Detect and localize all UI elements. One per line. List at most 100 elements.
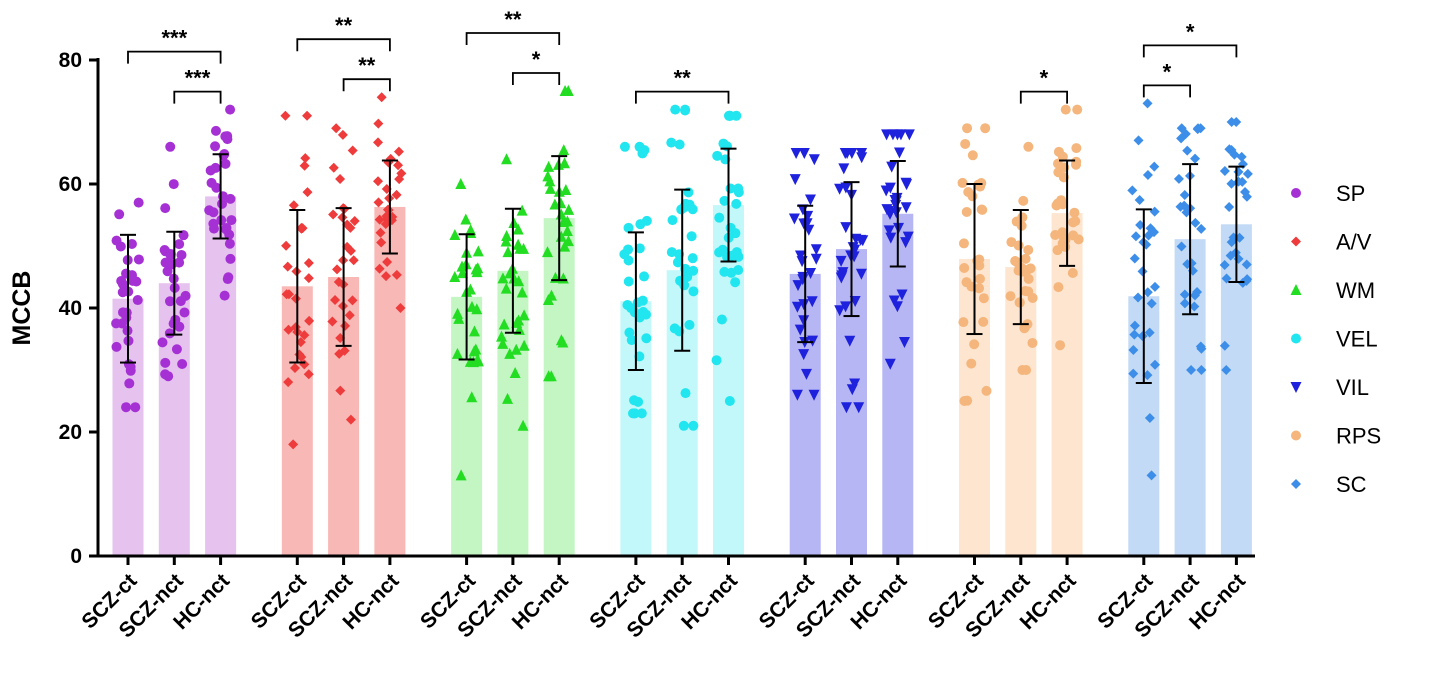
data-point-VIL-SCZ-nct	[839, 148, 851, 159]
data-point-RPS-SCZ-ct	[962, 395, 973, 406]
y-tick-label-40: 40	[59, 297, 82, 320]
data-point-VIL-SCZ-nct	[840, 222, 852, 234]
data-point-VIL-SCZ-ct	[791, 301, 803, 313]
data-point-SC-SCZ-nct	[1179, 289, 1190, 300]
data-point-RPS-SCZ-ct	[958, 317, 969, 328]
data-point-WM-SCZ-nct	[518, 242, 530, 254]
data-point-VIL-SCZ-nct	[834, 183, 846, 195]
data-point-VEL-SCZ-ct	[623, 222, 634, 233]
data-point-WM-SCZ-nct	[502, 392, 514, 404]
data-point-WM-HC-nct	[541, 246, 553, 258]
data-point-A/V-HC-nct	[373, 197, 384, 208]
data-point-WM-SCZ-nct	[501, 230, 513, 242]
data-point-VEL-SCZ-nct	[674, 139, 685, 150]
data-point-VEL-SCZ-ct	[624, 327, 635, 338]
legend-label-SP: SP	[1336, 181, 1365, 206]
data-point-WM-SCZ-ct	[449, 271, 461, 283]
data-point-VEL-SCZ-ct	[619, 249, 630, 260]
data-point-SC-SCZ-ct	[1129, 329, 1140, 340]
data-point-SC-SCZ-ct	[1128, 368, 1139, 379]
data-point-A/V-SCZ-nct	[342, 219, 353, 230]
data-point-RPS-SCZ-ct	[960, 138, 971, 149]
data-point-WM-SCZ-nct	[496, 330, 508, 342]
data-point-SP-HC-nct	[210, 162, 221, 173]
data-point-SC-SCZ-ct	[1144, 412, 1155, 423]
legend: SP A/V WM VEL VIL RPS SC	[1290, 181, 1381, 497]
data-point-SP-SCZ-nct	[160, 357, 171, 368]
data-point-A/V-SCZ-nct	[337, 129, 348, 140]
data-point-WM-SCZ-ct	[451, 347, 463, 359]
data-point-WM-HC-nct	[559, 157, 571, 169]
data-point-VEL-SCZ-ct	[623, 276, 634, 287]
significance-label-SP-0-2: ***	[161, 26, 187, 51]
legend-marker-A/V	[1291, 236, 1301, 247]
data-point-WM-HC-nct	[557, 336, 569, 348]
data-point-SP-HC-nct	[222, 274, 233, 285]
data-point-A/V-HC-nct	[395, 303, 406, 313]
data-point-VEL-SCZ-nct	[680, 105, 691, 116]
data-point-SC-HC-nct	[1242, 168, 1253, 179]
data-point-SP-SCZ-nct	[162, 266, 173, 277]
data-point-SC-SCZ-ct	[1142, 169, 1153, 180]
data-point-SP-HC-nct	[220, 131, 231, 142]
data-point-SC-HC-nct	[1219, 340, 1230, 351]
data-point-SC-HC-nct	[1219, 259, 1230, 270]
data-point-A/V-SCZ-nct	[328, 162, 339, 173]
data-point-RPS-HC-nct	[1060, 241, 1071, 252]
data-point-A/V-SCZ-nct	[344, 310, 355, 321]
data-point-A/V-SCZ-nct	[331, 123, 342, 134]
data-point-A/V-SCZ-ct	[303, 369, 314, 380]
data-point-SP-SCZ-ct	[133, 254, 144, 265]
data-point-SC-SCZ-nct	[1190, 217, 1201, 228]
data-point-VEL-SCZ-nct	[688, 265, 699, 276]
data-point-SC-HC-nct	[1233, 166, 1244, 177]
significance-label-WM-1-2: *	[532, 47, 541, 72]
data-point-SC-SCZ-ct	[1149, 281, 1160, 292]
data-point-SP-SCZ-ct	[125, 361, 136, 372]
data-point-A/V-HC-nct	[376, 237, 387, 248]
data-point-VEL-SCZ-nct	[679, 280, 690, 291]
data-point-RPS-HC-nct	[1068, 217, 1079, 228]
legend-label-WM: WM	[1336, 278, 1375, 303]
y-tick-label-80: 80	[59, 49, 82, 72]
data-point-A/V-SCZ-ct	[283, 377, 294, 388]
data-point-SC-HC-nct	[1241, 275, 1252, 286]
data-point-RPS-SCZ-nct	[1020, 286, 1031, 297]
data-point-RPS-SCZ-ct	[981, 385, 992, 396]
data-point-A/V-SCZ-ct	[302, 187, 313, 198]
data-point-WM-SCZ-nct	[497, 272, 509, 284]
data-point-WM-HC-nct	[555, 197, 567, 209]
data-point-WM-SCZ-nct	[509, 367, 521, 379]
data-point-VEL-SCZ-ct	[619, 141, 630, 152]
data-point-RPS-SCZ-nct	[1023, 244, 1034, 255]
data-point-VIL-HC-nct	[900, 202, 912, 214]
data-point-SC-SCZ-ct	[1127, 185, 1138, 196]
data-point-A/V-SCZ-ct	[299, 330, 310, 341]
data-point-A/V-HC-nct	[381, 271, 392, 282]
data-point-SC-SCZ-nct	[1196, 223, 1207, 234]
data-point-SC-SCZ-ct	[1142, 370, 1153, 381]
data-point-SC-SCZ-ct	[1142, 287, 1153, 298]
data-point-SP-HC-nct	[224, 229, 235, 240]
data-point-A/V-SCZ-ct	[303, 273, 314, 284]
data-point-VIL-SCZ-nct	[840, 402, 852, 414]
data-point-WM-SCZ-ct	[456, 267, 468, 279]
data-point-A/V-SCZ-nct	[349, 216, 360, 227]
data-point-WM-HC-nct	[563, 203, 575, 215]
data-point-SC-HC-nct	[1224, 144, 1235, 155]
data-point-SC-HC-nct	[1240, 186, 1251, 197]
data-point-VIL-SCZ-ct	[798, 315, 810, 327]
data-point-WM-SCZ-nct	[510, 343, 522, 355]
data-point-A/V-HC-nct	[382, 256, 393, 267]
data-point-RPS-HC-nct	[1060, 104, 1071, 115]
data-point-WM-SCZ-ct	[460, 213, 472, 225]
data-point-WM-SCZ-ct	[471, 303, 483, 315]
data-point-WM-HC-nct	[542, 170, 554, 182]
data-point-VIL-SCZ-nct	[844, 335, 856, 347]
data-point-RPS-SCZ-nct	[1017, 365, 1028, 375]
data-point-A/V-SCZ-nct	[330, 295, 341, 306]
data-point-SP-SCZ-nct	[164, 328, 175, 339]
data-point-RPS-SCZ-ct	[958, 238, 969, 249]
data-point-RPS-SCZ-nct	[1018, 195, 1029, 206]
data-point-SC-SCZ-ct	[1149, 161, 1160, 172]
